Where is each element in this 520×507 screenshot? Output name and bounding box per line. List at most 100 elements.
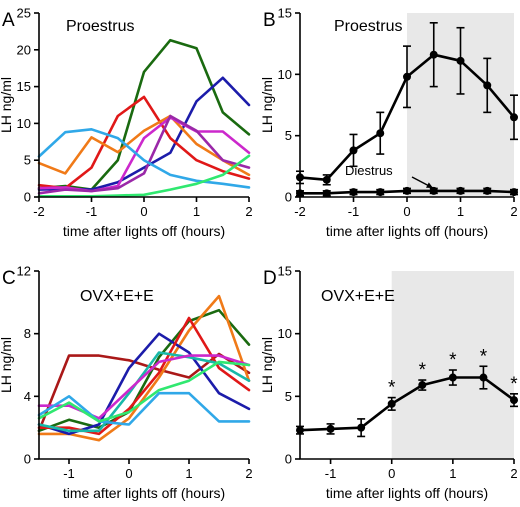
series-line-5 [37, 316, 251, 436]
significance-marker: * [449, 350, 457, 371]
panel-letter: D [263, 268, 277, 289]
x-tick-label: 2 [510, 204, 517, 219]
data-point [376, 188, 385, 197]
x-tick-label: -1 [325, 466, 337, 481]
x-tick-label: 2 [510, 466, 517, 481]
data-point [456, 186, 465, 195]
series-line-4 [37, 114, 251, 177]
x-axis-label: time after lights off (hours) [326, 223, 488, 239]
data-point [418, 381, 427, 390]
y-tick-label: 10 [17, 116, 31, 131]
data-point [376, 129, 385, 138]
y-tick-label: 5 [24, 153, 31, 168]
y-tick-label: 0 [24, 190, 31, 205]
x-tick-label: 0 [140, 204, 147, 219]
series-line-2 [37, 308, 251, 433]
y-tick-label: 20 [17, 42, 31, 57]
significance-marker: * [510, 374, 518, 395]
y-tick-label: 8 [24, 326, 31, 341]
y-tick-label: 5 [285, 389, 292, 404]
x-tick-label: 2 [245, 466, 252, 481]
y-tick-label: 15 [278, 264, 292, 279]
data-point [456, 56, 465, 65]
x-axis-label: time after lights off (hours) [63, 485, 225, 501]
data-point [483, 186, 492, 195]
data-point [403, 72, 411, 81]
series-line-3 [37, 95, 251, 190]
y-axis-label: LH ng/ml [259, 337, 275, 393]
y-tick-label: 0 [285, 452, 292, 467]
series-line-5 [37, 116, 251, 193]
y-tick-label: 25 [17, 6, 31, 21]
y-tick-label: 12 [17, 264, 31, 279]
series-line-9 [37, 360, 251, 423]
data-point [322, 175, 331, 184]
x-tick-label: -1 [63, 466, 75, 481]
series-line-7 [37, 128, 251, 189]
y-tick-label: 5 [285, 128, 292, 143]
series-line-8 [37, 391, 251, 426]
series-line-4 [37, 332, 251, 436]
panel-title: Proestrus [66, 18, 134, 35]
panel-title: Proestrus [334, 18, 402, 35]
significance-marker: * [388, 378, 396, 399]
panel-letter: B [263, 10, 276, 31]
y-axis-label: LH ng/ml [0, 337, 14, 393]
data-point [483, 81, 492, 90]
data-point [387, 399, 396, 408]
x-axis-label: time after lights off (hours) [326, 485, 488, 501]
x-tick-label: 0 [388, 466, 395, 481]
panel-letter: C [2, 268, 16, 289]
y-axis-label: LH ng/ml [259, 77, 275, 133]
x-tick-label: 1 [185, 466, 192, 481]
annotation-arrow-head [426, 182, 433, 188]
data-point [479, 373, 488, 382]
data-point [349, 146, 358, 155]
data-point [429, 186, 438, 195]
data-point [510, 396, 518, 405]
x-tick-label: 1 [457, 204, 464, 219]
series-line-7 [37, 354, 251, 420]
data-point [322, 189, 331, 198]
panel-title: OVX+E+E [80, 288, 154, 305]
x-tick-label: 1 [193, 204, 200, 219]
data-point [357, 423, 366, 432]
x-tick-label: 1 [449, 466, 456, 481]
data-point [510, 113, 518, 122]
y-tick-label: 10 [278, 67, 292, 82]
series-line-3 [37, 294, 251, 442]
y-tick-label: 10 [278, 326, 292, 341]
y-tick-label: 0 [285, 190, 292, 205]
data-point [429, 50, 438, 59]
panel-d: * * * * * -1 0 1 2 0 5 10 15 time after lights off (h… [259, 264, 518, 502]
y-tick-label: 0 [24, 452, 31, 467]
x-tick-label: -2 [294, 204, 306, 219]
y-tick-label: 15 [17, 79, 31, 94]
panel-b: -2 -1 0 1 2 0 5 10 15 time after lights off (hour… [259, 6, 518, 239]
data-point [403, 186, 411, 195]
series-line-1 [37, 38, 251, 191]
x-tick-label: 0 [125, 466, 132, 481]
x-tick-label: -1 [86, 204, 98, 219]
x-tick-label: -2 [33, 204, 45, 219]
y-tick-label: 4 [24, 389, 31, 404]
significance-marker: * [419, 360, 427, 381]
x-tick-label: 2 [245, 204, 252, 219]
diestrus-label: Diestrus [345, 163, 393, 178]
panel-letter: A [2, 10, 15, 31]
x-axis-label: time after lights off (hours) [63, 223, 225, 239]
panel-title: OVX+E+E [321, 288, 395, 305]
x-tick-label: 0 [403, 204, 410, 219]
significance-marker: * [480, 346, 488, 367]
shaded-region [391, 271, 514, 459]
data-point [326, 424, 335, 433]
series-line-6 [37, 114, 251, 195]
x-tick-label: -1 [348, 204, 360, 219]
y-axis-label: LH ng/ml [0, 77, 14, 133]
data-point [349, 188, 358, 197]
series-line-1 [298, 376, 516, 432]
data-point [510, 188, 518, 197]
